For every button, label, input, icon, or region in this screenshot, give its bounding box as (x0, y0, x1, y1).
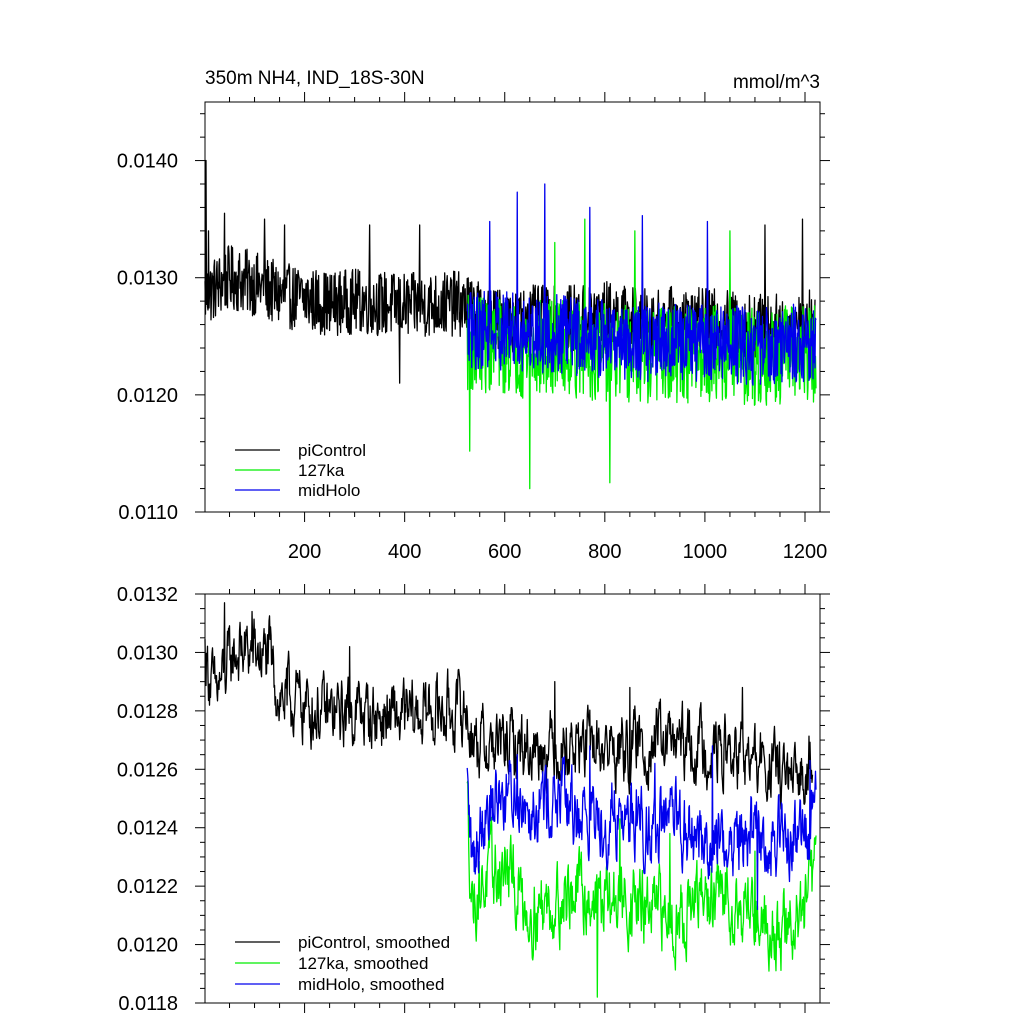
legend-label: piControl (298, 441, 366, 460)
x-tick-label: 800 (588, 541, 621, 563)
series-line-midholo (466, 183, 817, 386)
x-tick-label: 600 (488, 541, 521, 563)
top-panel: 200 400 600 800 1000 1200 0.0110 0.0120 0.0130 0.… (117, 92, 830, 563)
x-tick-label: 1200 (783, 541, 828, 563)
x-tick-label: 1000 (683, 541, 728, 563)
y-tick-label: 0.0130 (117, 268, 178, 290)
legend-label: 127ka, smoothed (298, 954, 428, 973)
units-label: mmol/m^3 (733, 72, 820, 93)
series-line-127ka (466, 780, 817, 998)
plot-frame (204, 101, 821, 513)
y-tick-label: 0.0122 (117, 876, 178, 898)
y-tick-label: 0.0120 (117, 935, 178, 957)
x-tick-label: 200 (288, 541, 321, 563)
x-tick-label: 400 (388, 541, 421, 563)
legend-label: 127ka (298, 461, 345, 480)
bottom-panel: 0.0118 0.0120 0.0122 0.0124 0.0126 0.0128 0.01… (117, 584, 830, 1015)
series-line-midholo (466, 745, 817, 911)
y-tick-label: 0.0132 (117, 584, 178, 606)
y-tick-label: 0.0126 (117, 759, 178, 781)
y-tick-label: 0.0128 (117, 701, 178, 723)
legend-label: midHolo, smoothed (298, 975, 444, 994)
y-tick-label: 0.0140 (117, 151, 178, 173)
legend: piControl, smoothed 127ka, smoothed midHol… (235, 933, 450, 994)
legend-label: midHolo (298, 481, 360, 500)
y-tick-label: 0.0124 (117, 818, 178, 840)
chart-title: 350m NH4, IND_18S-30N (205, 68, 425, 89)
y-tick-label: 0.0120 (117, 385, 178, 407)
y-tick-label: 0.0110 (118, 502, 178, 524)
y-tick-label: 0.0118 (118, 993, 178, 1015)
y-tick-label: 0.0130 (117, 642, 178, 664)
legend-label: piControl, smoothed (298, 933, 450, 952)
